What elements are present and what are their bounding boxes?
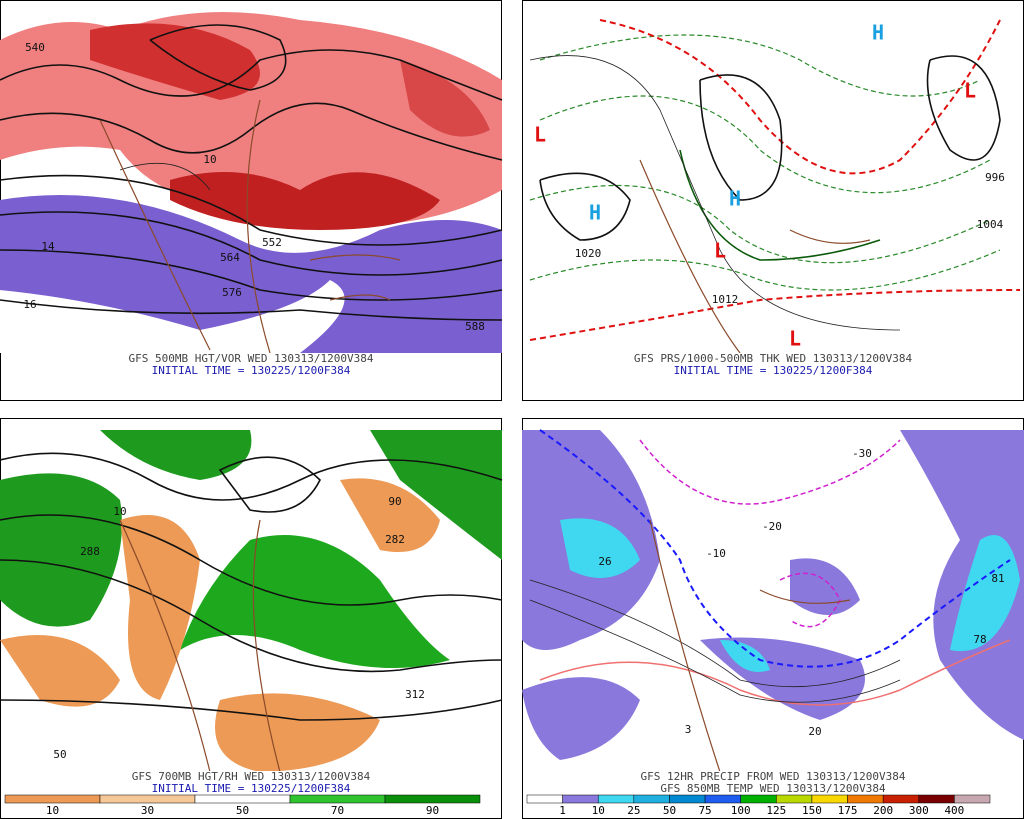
panel-caption: GFS 700MB HGT/RH WED 130313/1200V384 [132,770,371,783]
legend-label: 150 [802,804,822,817]
map-label: 26 [598,555,611,568]
legend-swatch [740,794,777,804]
legend-label: 70 [331,804,344,817]
legend-swatch [704,794,741,804]
panel-subcaption: INITIAL TIME = 130225/1200F384 [152,782,351,795]
map-label: 282 [385,533,405,546]
map-700mb [0,430,503,773]
map-label: 576 [222,286,242,299]
legend-swatch [597,794,635,804]
legend-label: 50 [236,804,249,817]
legend-swatch [918,794,955,804]
map-label: -10 [706,547,726,560]
legend-swatch [99,794,196,804]
caption-box [1,353,501,379]
map-label: 288 [80,545,100,558]
caption-box [523,771,1023,797]
legend-label: 75 [698,804,711,817]
map-label: 10 [203,153,216,166]
legend-label: 200 [873,804,893,817]
map-label: L [789,327,801,351]
map-label: 10 [113,505,126,518]
map-label: 3 [685,723,692,736]
map-label: 564 [220,251,240,264]
map-label: 16 [23,298,36,311]
map-label: H [729,187,741,211]
panel-caption: GFS 500MB HGT/VOR WED 130313/1200V384 [128,352,373,365]
legend-label: 175 [838,804,858,817]
legend-label: 90 [426,804,439,817]
map-label: 312 [405,688,425,701]
legend-label: 50 [663,804,676,817]
map-label: 20 [808,725,821,738]
legend-swatch [776,794,813,804]
panel-caption: GFS PRS/1000-500MB THK WED 130313/1200V3… [634,352,913,365]
legend-label: 400 [944,804,964,817]
map-label: 78 [973,633,986,646]
panel-subcaption: INITIAL TIME = 130225/1200F384 [674,364,873,377]
legend-label: 25 [627,804,640,817]
legend-swatch [4,794,101,804]
map-prs-thk [529,19,1021,354]
map-label: -20 [762,520,782,533]
map-label: L [534,123,546,147]
map-label: -30 [852,447,872,460]
map-label: 90 [388,495,401,508]
map-precip [522,429,1024,773]
map-label: H [872,21,884,45]
legend-swatch [562,794,599,804]
map-label: 1012 [712,293,739,306]
map-label: 81 [991,572,1004,585]
map-label: H [589,201,601,225]
legend-label: 100 [731,804,751,817]
map-label: 1004 [977,218,1004,231]
legend-label: 10 [46,804,59,817]
legend-swatch [384,794,481,804]
map-label: 540 [25,41,45,54]
map-label: 14 [41,240,55,253]
panel-subcaption: GFS 850MB TEMP WED 130313/1200V384 [660,782,886,795]
legend-swatch [954,794,991,804]
legend-swatch [633,794,670,804]
caption-box [523,353,1023,379]
caption-box [1,771,501,797]
panel-caption: GFS 12HR PRECIP FROM WED 130313/1200V384 [641,770,906,783]
legend-label: 10 [592,804,605,817]
map-label: 1020 [575,247,602,260]
legend-label: 30 [141,804,154,817]
legend-swatch [194,794,291,804]
legend-swatch [289,794,386,804]
legend-label: 1 [559,804,566,817]
legend-swatch [811,794,848,804]
map-label: 996 [985,171,1005,184]
map-label: L [964,79,976,103]
legend-swatch [669,794,706,804]
legend-label: 300 [909,804,929,817]
map-label: 50 [53,748,66,761]
legend-swatch [847,794,884,804]
map-label: 552 [262,236,282,249]
map-label: L [714,239,726,263]
map-500mb [0,12,503,354]
legend-swatch [882,794,920,804]
map-label: 588 [465,320,485,333]
panel-subcaption: INITIAL TIME = 130225/1200F384 [152,364,351,377]
legend-label: 125 [766,804,786,817]
panel-frame [522,0,1024,401]
legend-swatch [526,794,563,804]
